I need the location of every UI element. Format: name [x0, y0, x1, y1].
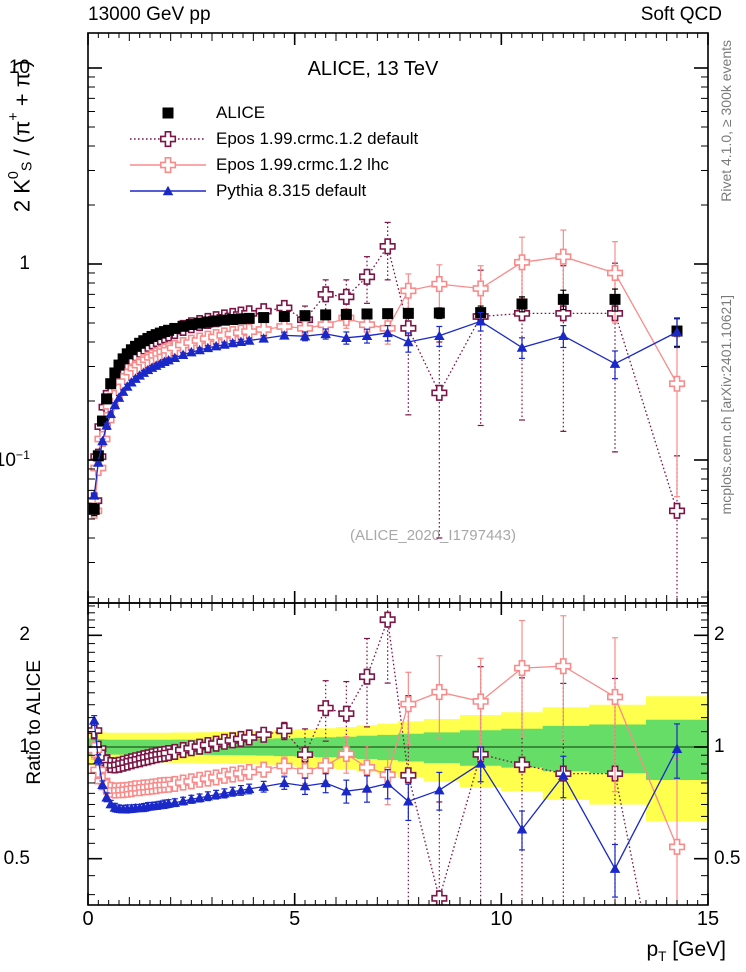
- y-tick-label-main-10: 10: [8, 57, 30, 78]
- x-tick-label-15: 15: [696, 908, 720, 930]
- legend-label-1: Epos 1.99.crmc.1.2 default: [216, 129, 419, 148]
- y-tick-label-ratio-0p5: 0.5: [3, 847, 30, 869]
- y-tick-label-ratio-1: 1: [19, 736, 30, 757]
- y-tick-label-main-0p1: 10−1: [0, 447, 30, 472]
- x-tick-label-10: 10: [490, 908, 513, 930]
- legend-key-cross-icon: [130, 155, 206, 175]
- legend-label-3: Pythia 8.315 default: [216, 181, 367, 200]
- legend-key-square-icon: [130, 103, 206, 123]
- y-tick-label-ratio-2: 2: [19, 624, 30, 646]
- y-tick-label-main-1: 1: [19, 253, 30, 274]
- header-right: Soft QCD: [640, 4, 722, 25]
- y-tick-label-ratio-right-1: 1: [714, 736, 725, 757]
- legend-key-triangle-icon: [130, 181, 206, 201]
- legend: ALICE Epos 1.99.crmc.1.2 default Epos 1.99…: [130, 100, 418, 204]
- x-tick-label-0: 0: [82, 908, 94, 930]
- legend-item-3[interactable]: Pythia 8.315 default: [130, 178, 418, 204]
- y-tick-label-ratio-right-2: 2: [714, 624, 725, 646]
- ratio-panel-frame: [87, 602, 709, 906]
- legend-item-1[interactable]: Epos 1.99.crmc.1.2 default: [130, 126, 418, 152]
- legend-key-cross-icon: [130, 129, 206, 149]
- legend-item-0[interactable]: ALICE: [130, 100, 418, 126]
- x-axis-label: pT [GeV]: [646, 938, 726, 965]
- legend-label-2: Epos 1.99.crmc.1.2 lhc: [216, 155, 389, 174]
- analysis-id-watermark: (ALICE_2020_I1797443): [350, 527, 516, 544]
- ratio-panel-series: [88, 603, 686, 905]
- legend-label-0: ALICE: [216, 103, 266, 122]
- main-panel-series: [88, 221, 686, 603]
- y-tick-label-ratio-right-0p5: 0.5: [714, 847, 741, 869]
- legend-item-2[interactable]: Epos 1.99.crmc.1.2 lhc: [130, 152, 418, 178]
- plot-title: ALICE, 13 TeV: [307, 58, 439, 80]
- x-tick-label-5: 5: [289, 908, 301, 930]
- header-left: 13000 GeV pp: [88, 4, 211, 25]
